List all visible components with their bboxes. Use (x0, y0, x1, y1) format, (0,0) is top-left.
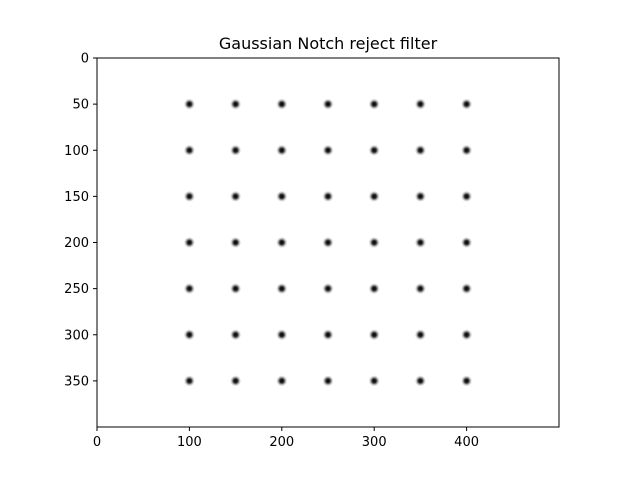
x-tick-label: 300 (362, 435, 387, 450)
notch-point (322, 190, 334, 202)
notch-point (183, 283, 195, 295)
notch-point (230, 329, 242, 341)
notch-point (322, 375, 334, 387)
notch-point (461, 144, 473, 156)
notch-point (461, 375, 473, 387)
notch-point (230, 144, 242, 156)
notch-point (322, 283, 334, 295)
y-tick-label: 350 (64, 374, 89, 389)
x-tick-label: 0 (93, 435, 101, 450)
x-tick-label: 400 (454, 435, 479, 450)
notch-point (368, 98, 380, 110)
notch-point (414, 375, 426, 387)
notch-point (368, 329, 380, 341)
notch-points (183, 98, 473, 387)
notch-point (276, 237, 288, 248)
notch-point (230, 237, 242, 248)
notch-point (183, 329, 195, 341)
notch-point (414, 237, 426, 248)
notch-point (368, 237, 380, 248)
y-tick-label: 250 (64, 282, 89, 297)
notch-point (461, 98, 473, 110)
y-tick-label: 150 (64, 190, 89, 205)
notch-point (414, 144, 426, 156)
notch-point (368, 144, 380, 156)
notch-point (276, 190, 288, 202)
notch-point (322, 144, 334, 156)
notch-point (461, 283, 473, 295)
notch-point (461, 190, 473, 202)
x-tick-label: 100 (177, 435, 202, 450)
notch-point (276, 98, 288, 110)
notch-point (368, 190, 380, 202)
notch-point (276, 329, 288, 341)
notch-point (414, 98, 426, 110)
y-tick-label: 50 (72, 98, 89, 113)
notch-point (183, 375, 195, 387)
x-axis: 0 100 200 300 400 (93, 427, 479, 450)
notch-point (322, 237, 334, 248)
plot-area (96, 57, 560, 428)
notch-point (461, 237, 473, 248)
y-tick-label: 0 (81, 52, 89, 67)
notch-point (276, 283, 288, 295)
y-axis: 0 50 100 150 200 250 300 350 (64, 52, 97, 389)
notch-point (276, 144, 288, 156)
notch-point (183, 237, 195, 248)
notch-point (230, 98, 242, 110)
notch-point (183, 144, 195, 156)
notch-point (414, 329, 426, 341)
notch-point (414, 283, 426, 295)
notch-point (230, 283, 242, 295)
notch-point (322, 98, 334, 110)
notch-point (461, 329, 473, 341)
notch-point (183, 190, 195, 202)
notch-point (414, 190, 426, 202)
y-tick-label: 300 (64, 328, 89, 343)
notch-point (276, 375, 288, 387)
notch-point (322, 329, 334, 341)
notch-point (368, 375, 380, 387)
y-tick-label: 100 (64, 144, 89, 159)
notch-point (230, 190, 242, 202)
notch-point (183, 98, 195, 110)
notch-point (230, 375, 242, 387)
chart-title: Gaussian Notch reject filter (219, 34, 438, 53)
notch-point (368, 283, 380, 295)
y-tick-label: 200 (64, 236, 89, 251)
x-tick-label: 200 (269, 435, 294, 450)
